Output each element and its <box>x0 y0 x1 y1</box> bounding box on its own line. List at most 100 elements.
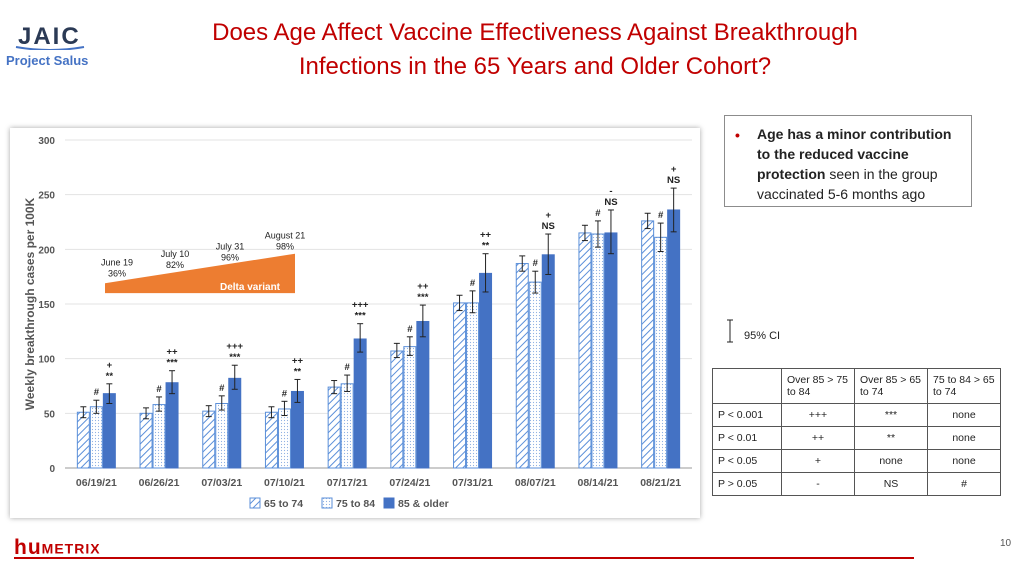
table-row: P < 0.001 +++ *** none <box>712 403 1001 427</box>
brand-hu: hu <box>14 536 42 559</box>
significance-label: # <box>282 388 288 399</box>
delta-milestone-date: June 19 <box>101 258 133 268</box>
bar <box>578 232 592 469</box>
bar <box>479 272 493 469</box>
key-finding-bold: Age has a minor contribution to the redu… <box>757 126 952 182</box>
table-row: P < 0.01 ++ ** none <box>712 426 1001 450</box>
significance-label: ++ <box>292 355 304 366</box>
significance-label: - <box>609 186 612 197</box>
significance-label: ++ <box>417 281 429 292</box>
legend-swatch <box>383 497 395 509</box>
legend-label: 75 to 84 <box>336 498 375 510</box>
bar <box>466 302 480 469</box>
bar <box>541 254 555 469</box>
x-tick-label: 06/19/21 <box>76 477 117 489</box>
significance-label: +++ <box>226 341 243 352</box>
bar <box>654 236 668 469</box>
logo-subtitle: Project Salus <box>6 53 89 68</box>
ci-legend-icon <box>727 319 733 343</box>
y-tick-label: 300 <box>38 136 55 147</box>
y-tick-label: 50 <box>44 409 56 420</box>
table-cell: none <box>927 403 1001 427</box>
bar <box>515 263 529 469</box>
table-cell: none <box>927 449 1001 473</box>
significance-label: + <box>107 360 113 371</box>
title-line-2: Infections in the 65 Years and Older Coh… <box>298 53 772 80</box>
delta-milestone-date: July 10 <box>161 249 190 259</box>
bar <box>290 390 304 469</box>
bar <box>403 346 417 469</box>
table-cell: P > 0.05 <box>712 472 782 496</box>
significance-label: # <box>470 278 476 289</box>
slide-title: Does Age Affect Vaccine Effectiveness Ag… <box>160 16 910 84</box>
bullet: • <box>735 127 740 143</box>
significance-label: # <box>658 210 664 221</box>
delta-variant-wedge <box>105 253 295 294</box>
legend-swatch <box>321 497 333 509</box>
legend-label: 85 & older <box>398 498 449 510</box>
x-tick-label: 07/17/21 <box>327 477 368 489</box>
bar <box>416 320 430 469</box>
bar <box>202 410 216 469</box>
x-tick-label: 07/24/21 <box>389 477 430 489</box>
significance-label: # <box>533 258 539 269</box>
x-tick-label: 08/14/21 <box>578 477 619 489</box>
legend-swatch <box>249 497 261 509</box>
significance-label: NS <box>667 175 680 186</box>
significance-label: NS <box>542 221 555 232</box>
table-header-cell: Over 85 > 65 to 74 <box>854 368 928 404</box>
table-header-cell: Over 85 > 75 to 84 <box>781 368 855 404</box>
bar <box>327 386 341 469</box>
significance-label: ++ <box>480 230 492 241</box>
table-cell: + <box>781 449 855 473</box>
significance-label: # <box>219 383 225 394</box>
significance-label: + <box>545 210 551 221</box>
bar-chart: 0 50 100 150 200 250 300 Weekly breakthrough ca… <box>23 136 692 510</box>
y-tick-label: 250 <box>38 191 55 202</box>
footer-rule <box>14 557 914 559</box>
bar <box>390 350 404 469</box>
table-header-row: Over 85 > 75 to 84 Over 85 > 65 to 74 75… <box>712 368 1001 404</box>
bar <box>89 406 103 469</box>
table-row: P > 0.05 - NS # <box>712 472 1001 496</box>
key-finding-box: • Age has a minor contribution to the re… <box>724 115 972 207</box>
delta-milestone-date: August 21 <box>265 230 306 240</box>
significance-label: # <box>94 387 100 398</box>
table-cell: # <box>927 472 1001 496</box>
bar <box>453 302 467 469</box>
delta-milestone-pct: 36% <box>108 269 126 279</box>
bar <box>102 393 116 469</box>
significance-label: + <box>671 164 677 175</box>
table-cell: none <box>854 449 928 473</box>
x-tick-label: 08/07/21 <box>515 477 556 489</box>
delta-milestone-pct: 96% <box>221 252 239 262</box>
ci-legend-label: 95% CI <box>744 330 781 342</box>
bar <box>215 402 229 469</box>
jaic-logo: JAIC <box>15 23 85 50</box>
significance-label: +++ <box>352 300 369 311</box>
significance-label: # <box>407 324 413 335</box>
table-cell: P < 0.05 <box>712 449 782 473</box>
bar <box>340 383 354 469</box>
bar <box>591 233 605 469</box>
table-cell: ** <box>854 426 928 450</box>
significance-label: *** <box>229 352 240 363</box>
bar <box>228 377 242 469</box>
title-line-1: Does Age Affect Vaccine Effectiveness Ag… <box>212 19 858 46</box>
significance-label: *** <box>167 358 178 369</box>
y-axis-label: Weekly breakthrough cases per 100K <box>23 197 37 410</box>
bar <box>165 382 179 469</box>
significance-label: # <box>345 362 351 373</box>
table-cell: +++ <box>781 403 855 427</box>
bar <box>528 281 542 469</box>
y-tick-label: 200 <box>38 245 55 256</box>
bar <box>152 404 166 469</box>
significance-label: ** <box>294 366 302 377</box>
bar <box>139 412 153 469</box>
humetrix-logo: huMETRIX <box>14 536 101 560</box>
table-cell: ++ <box>781 426 855 450</box>
bar <box>353 338 367 469</box>
table-header-cell <box>712 368 782 404</box>
delta-milestone-date: July 31 <box>216 241 245 251</box>
bar <box>667 209 681 469</box>
